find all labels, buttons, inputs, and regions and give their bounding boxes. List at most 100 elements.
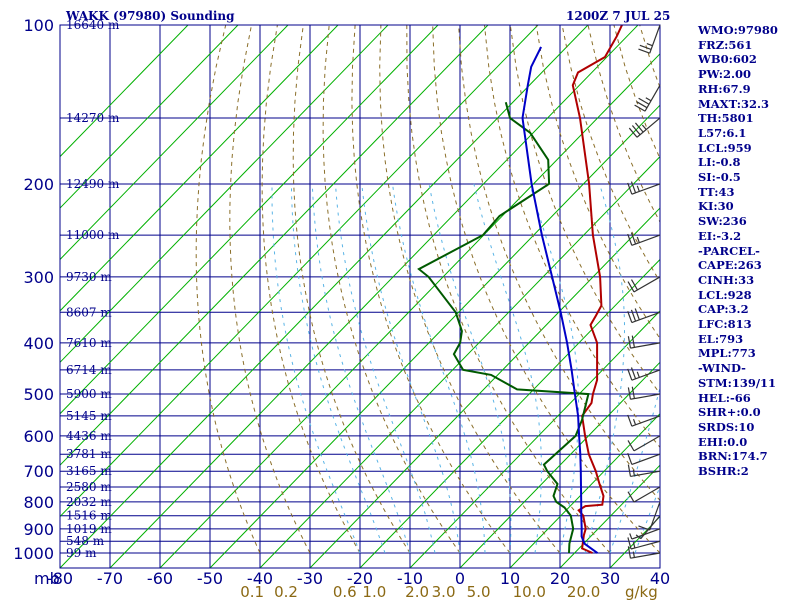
height-label: 1019 m <box>66 522 112 536</box>
temperature-tick-label: -10 <box>397 569 423 588</box>
height-label: 4436 m <box>66 429 112 443</box>
wind-barb-half-flag <box>635 534 642 540</box>
wind-barb-flag <box>627 281 635 293</box>
wind-barb-flag <box>627 311 633 323</box>
temperature-tick-label: -50 <box>197 569 223 588</box>
wind-barb-staff <box>633 486 661 503</box>
stability-index-item: LFC:813 <box>698 317 752 331</box>
stability-index-item: STM:139/11 <box>698 375 777 390</box>
height-label: 16640 m <box>66 18 120 32</box>
temperature-tick-label: 0 <box>455 569 465 588</box>
wind-barb-flag <box>631 386 635 399</box>
stability-index-item: BRN:174.7 <box>698 449 768 464</box>
mixing-ratio-label: 10.0 <box>513 583 546 600</box>
height-label: 548 m <box>66 534 105 548</box>
stability-index-item: LCL:959 <box>698 140 752 155</box>
moist-adiabat-line <box>361 183 461 554</box>
wind-barb-flag <box>630 232 637 245</box>
wind-barb-flag <box>630 279 639 291</box>
stability-index-item: EL:793 <box>698 331 744 346</box>
stability-index-item: RH:67.9 <box>698 81 751 96</box>
height-label: 11000 m <box>66 228 120 242</box>
stability-index-item: SI:-0.5 <box>698 170 741 184</box>
dry-adiabat-line <box>379 25 561 554</box>
wind-barb-flag <box>628 127 638 138</box>
wind-barb <box>629 528 661 540</box>
isotherm-line <box>209 104 660 568</box>
wind-barb-staff <box>633 276 661 293</box>
wind-barb <box>627 435 661 452</box>
plot-frame <box>59 24 661 569</box>
stability-index-item: CAP:3.2 <box>698 302 749 317</box>
wind-barb <box>627 486 661 503</box>
wind-barb <box>638 24 661 54</box>
wind-barb-half-flag <box>645 97 652 102</box>
wind-barb-half-flag <box>636 371 640 378</box>
dry-adiabat-line <box>432 25 660 554</box>
mixing-ratio-label: 0.6 <box>333 583 357 600</box>
stability-index-item: MAXT:32.3 <box>698 96 769 111</box>
isotherm-line <box>60 25 439 415</box>
stability-index-item: EI:-3.2 <box>698 228 742 243</box>
dewpoint-profile-line <box>417 101 590 554</box>
moist-adiabat-line <box>428 183 512 554</box>
isotherm-line <box>159 53 660 568</box>
wind-barb-half-flag <box>636 185 640 192</box>
wind-barb-flag <box>631 125 641 136</box>
temperature-profile-line <box>571 25 623 554</box>
wind-barb <box>638 501 661 531</box>
dry-adiabat-line <box>509 25 660 395</box>
height-label: 7610 m <box>66 336 112 350</box>
stability-index-item: MPL:773 <box>698 346 756 361</box>
stability-index-item: WB0:602 <box>698 52 757 67</box>
height-label: 2580 m <box>66 480 112 494</box>
wind-barb-flag <box>634 122 644 133</box>
temperature-tick-label: 30 <box>600 569 620 588</box>
wind-barb <box>627 335 661 349</box>
stability-index-item: -WIND- <box>698 361 746 376</box>
stability-index-item: KI:30 <box>698 199 734 214</box>
height-label: 2032 m <box>66 495 112 509</box>
wind-barb <box>627 367 661 381</box>
mixing-ratio-label: 3.0 <box>432 583 456 600</box>
wind-barb <box>627 232 661 246</box>
station-title: WAKK (97980) Sounding <box>66 9 235 23</box>
temperature-tick-label: -30 <box>297 569 323 588</box>
wind-barb-half-flag <box>629 533 633 540</box>
moist-adiabat-line <box>473 183 542 554</box>
wind-barb-staff <box>649 24 661 54</box>
wind-barb-flag <box>630 367 637 379</box>
wind-barb-staff <box>631 311 661 324</box>
plot-area <box>60 25 660 568</box>
isotherm-line <box>60 25 489 466</box>
pressure-tick-label: 300 <box>23 268 54 287</box>
isotherm-line <box>259 155 660 568</box>
pressure-tick-label: 600 <box>23 427 54 446</box>
wind-barb-staff <box>644 84 661 112</box>
dry-adiabat-line <box>229 25 311 554</box>
dry-adiabat-line <box>292 25 411 554</box>
wind-barb <box>627 276 661 293</box>
parcel-profile-line <box>521 46 599 554</box>
temperature-tick-label: 10 <box>500 569 520 588</box>
time-label: 1200Z 7 JUL 25 <box>566 9 671 23</box>
temperature-tick-label: 20 <box>550 569 570 588</box>
wind-barb <box>628 117 661 138</box>
isotherm-line <box>60 25 589 568</box>
mixing-ratio-label: 5.0 <box>467 583 491 600</box>
temperature-tick-label: -70 <box>97 569 123 588</box>
wind-barb-staff <box>631 369 661 381</box>
height-label: 3781 m <box>66 447 112 461</box>
pressure-tick-label: 100 <box>23 16 54 35</box>
height-label: 5900 m <box>66 387 112 401</box>
dry-adiabat-line <box>261 25 361 554</box>
height-label: 8607 m <box>66 305 112 319</box>
temperature-tick-label: -80 <box>47 569 73 588</box>
wind-barb-flag <box>627 387 632 400</box>
stability-index-item: LCL:928 <box>698 287 752 302</box>
wind-barb-flag <box>627 368 633 381</box>
wind-barb-flag <box>630 181 637 194</box>
stability-index-item: -PARCEL- <box>698 243 760 258</box>
pressure-tick-label: 700 <box>23 462 54 481</box>
